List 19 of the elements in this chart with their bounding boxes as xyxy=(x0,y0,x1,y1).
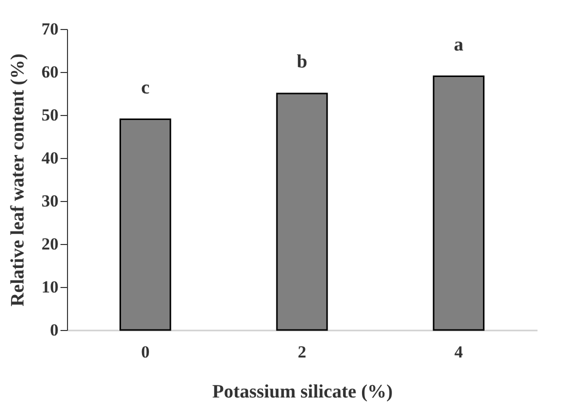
annotation: c xyxy=(141,77,150,98)
y-tick-label: 30 xyxy=(42,192,58,210)
annotation: a xyxy=(454,34,464,56)
x-axis-title: Potassium silicate (%) xyxy=(212,382,393,402)
x-tick-label: 0 xyxy=(141,342,150,362)
bar xyxy=(120,118,172,331)
bar xyxy=(276,92,328,331)
annotation: b xyxy=(296,52,308,72)
y-axis-title: Relative leaf water content (%) xyxy=(8,54,28,306)
y-tick-label: 20 xyxy=(42,234,58,254)
y-tick-label: 70 xyxy=(42,20,58,38)
y-tick-label: 0 xyxy=(50,320,58,340)
y-tick-label: 60 xyxy=(42,62,58,82)
y-tick-label: 40 xyxy=(42,148,58,168)
x-tick-label: 2 xyxy=(298,342,306,362)
x-tick-label: 4 xyxy=(454,342,464,362)
y-tick-label: 50 xyxy=(42,106,58,124)
bar xyxy=(432,76,484,331)
y-tick-label: 10 xyxy=(42,278,58,296)
